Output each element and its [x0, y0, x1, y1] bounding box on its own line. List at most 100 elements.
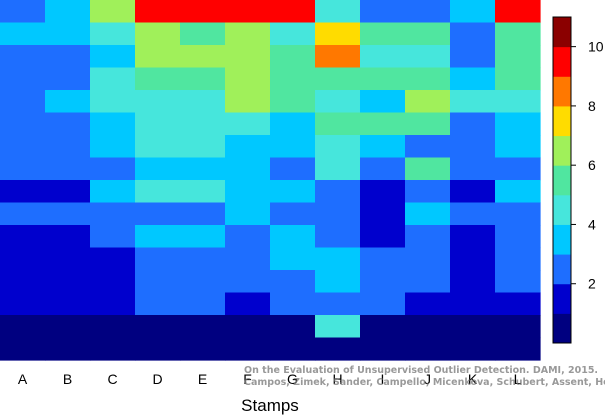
heatmap-cell-E-8 — [180, 157, 226, 181]
heatmap-cell-D-15 — [135, 315, 181, 339]
heatmap-cell-J-4 — [405, 67, 451, 91]
heatmap-cell-K-8 — [450, 157, 496, 181]
heatmap-cell-E-12 — [180, 247, 226, 271]
heatmap-cell-J-15 — [405, 315, 451, 339]
heatmap-cell-A-5 — [0, 90, 46, 114]
colorbar-segment-9 — [553, 76, 571, 107]
heatmap-cell-B-8 — [45, 157, 91, 181]
x-tick-label-B: B — [63, 371, 72, 387]
heatmap-cell-A-2 — [0, 22, 46, 46]
heatmap-cell-J-11 — [405, 225, 451, 249]
heatmap-cell-B-15 — [45, 315, 91, 339]
heatmap-cell-I-8 — [360, 157, 406, 181]
colorbar-segment-2 — [553, 283, 571, 314]
heatmap-cell-A-4 — [0, 67, 46, 91]
colorbar-tick-label-10: 10 — [588, 39, 604, 55]
heatmap-cell-D-6 — [135, 112, 181, 136]
heatmap-cell-C-10 — [90, 202, 136, 226]
heatmap-cell-L-5 — [495, 90, 541, 114]
heatmap-cell-D-13 — [135, 270, 181, 294]
heatmap-cell-L-3 — [495, 45, 541, 69]
heatmap-cell-F-4 — [225, 67, 271, 91]
x-axis-title: Stamps — [241, 396, 299, 415]
heatmap-cell-H-8 — [315, 157, 361, 181]
heatmap-cell-A-12 — [0, 247, 46, 271]
heatmap-cell-I-2 — [360, 22, 406, 46]
heatmap-cell-K-6 — [450, 112, 496, 136]
heatmap-cell-L-2 — [495, 22, 541, 46]
heatmap-cell-A-6 — [0, 112, 46, 136]
heatmap-cell-F-2 — [225, 22, 271, 46]
heatmap-cell-I-13 — [360, 270, 406, 294]
heatmap-cell-K-16 — [450, 337, 496, 361]
heatmap-cell-K-5 — [450, 90, 496, 114]
heatmap-cell-I-10 — [360, 202, 406, 226]
heatmap-cell-J-14 — [405, 292, 451, 316]
heatmap-cell-K-10 — [450, 202, 496, 226]
colorbar-segment-5 — [553, 194, 571, 225]
heatmap-cell-F-10 — [225, 202, 271, 226]
heatmap-cell-B-12 — [45, 247, 91, 271]
heatmap-cell-D-2 — [135, 22, 181, 46]
heatmap-cell-J-12 — [405, 247, 451, 271]
heatmap-cell-G-16 — [270, 337, 316, 361]
heatmap-cell-F-8 — [225, 157, 271, 181]
heatmap-cell-H-14 — [315, 292, 361, 316]
x-axis-tick-labels: A B C D E F G H I J K L — [18, 371, 522, 387]
heatmap-cell-F-12 — [225, 247, 271, 271]
heatmap-cell-K-15 — [450, 315, 496, 339]
heatmap-cell-D-11 — [135, 225, 181, 249]
heatmap-cell-G-7 — [270, 135, 316, 159]
heatmap-cell-E-10 — [180, 202, 226, 226]
heatmap-cell-H-12 — [315, 247, 361, 271]
heatmap-cell-F-6 — [225, 112, 271, 136]
x-tick-label-L: L — [514, 371, 522, 387]
heatmap-cell-K-4 — [450, 67, 496, 91]
heatmap-cell-I-14 — [360, 292, 406, 316]
heatmap-cell-F-3 — [225, 45, 271, 69]
x-tick-label-A: A — [18, 371, 28, 387]
heatmap-cell-A-7 — [0, 135, 46, 159]
x-tick-label-K: K — [468, 371, 478, 387]
heatmap-cell-D-9 — [135, 180, 181, 204]
heatmap-cell-K-13 — [450, 270, 496, 294]
heatmap-cell-G-3 — [270, 45, 316, 69]
heatmap-cell-E-2 — [180, 22, 226, 46]
heatmap-cell-K-14 — [450, 292, 496, 316]
heatmap-cell-G-2 — [270, 22, 316, 46]
x-tick-label-D: D — [152, 371, 162, 387]
heatmap-cell-A-15 — [0, 315, 46, 339]
heatmap-cell-C-7 — [90, 135, 136, 159]
heatmap-cell-B-4 — [45, 67, 91, 91]
heatmap-cell-G-9 — [270, 180, 316, 204]
heatmap-cell-I-7 — [360, 135, 406, 159]
colorbar-segment-4 — [553, 224, 571, 255]
heatmap-cell-J-9 — [405, 180, 451, 204]
heatmap-cell-B-16 — [45, 337, 91, 361]
heatmap-cell-B-6 — [45, 112, 91, 136]
heatmap-cell-L-1 — [495, 0, 541, 24]
heatmap-cell-E-14 — [180, 292, 226, 316]
heatmap-cell-L-15 — [495, 315, 541, 339]
heatmap-cell-A-8 — [0, 157, 46, 181]
heatmap-cell-C-16 — [90, 337, 136, 361]
heatmap-cell-G-8 — [270, 157, 316, 181]
heatmap-cell-L-11 — [495, 225, 541, 249]
heatmap-cell-B-9 — [45, 180, 91, 204]
heatmap-cell-H-11 — [315, 225, 361, 249]
heatmap-cell-H-4 — [315, 67, 361, 91]
heatmap-cell-J-2 — [405, 22, 451, 46]
heatmap-cell-E-4 — [180, 67, 226, 91]
heatmap-cell-L-13 — [495, 270, 541, 294]
heatmap-cell-A-10 — [0, 202, 46, 226]
x-tick-label-J: J — [424, 371, 431, 387]
heatmap-cell-J-1 — [405, 0, 451, 24]
heatmap-cell-D-3 — [135, 45, 181, 69]
heatmap-cell-H-2 — [315, 22, 361, 46]
heatmap-cell-J-16 — [405, 337, 451, 361]
heatmap-cell-C-9 — [90, 180, 136, 204]
heatmap-cell-A-11 — [0, 225, 46, 249]
heatmap-cell-F-16 — [225, 337, 271, 361]
heatmap-cell-H-7 — [315, 135, 361, 159]
